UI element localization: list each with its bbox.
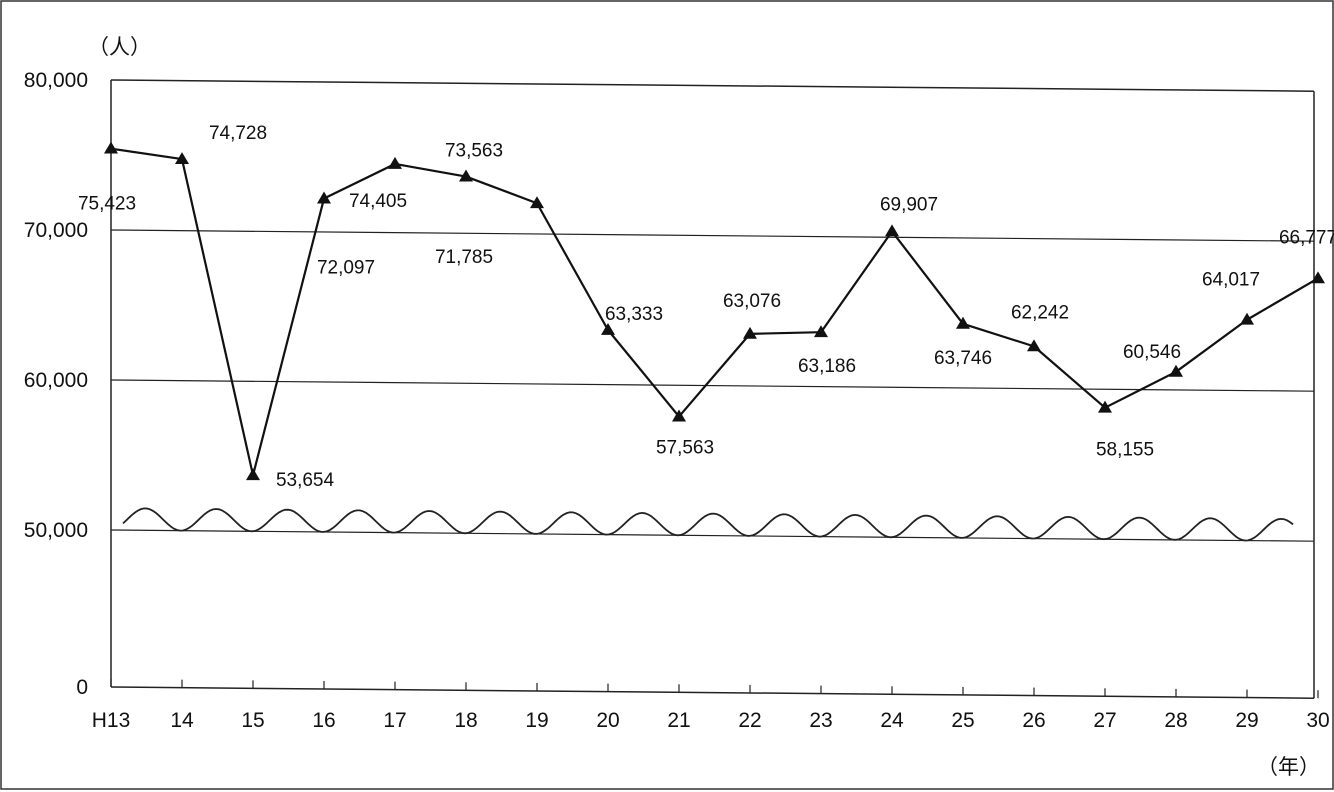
x-tick-27: 27 (1093, 709, 1116, 732)
x-tick-24: 24 (880, 709, 904, 732)
data-label-17: 74,405 (349, 191, 407, 212)
x-tick-26: 26 (1022, 709, 1045, 732)
x-tick-21: 21 (667, 709, 690, 732)
x-tick-30: 30 (1306, 709, 1329, 732)
plot-top-border (110, 79, 1315, 92)
x-tick-18: 18 (454, 709, 477, 732)
x-tick-20: 20 (596, 709, 619, 732)
data-label-H13: 75,423 (78, 194, 136, 215)
y-tick-80000: 80,000 (24, 69, 88, 92)
marker-23 (814, 325, 828, 338)
axis-break-wave (122, 507, 1294, 542)
x-tick-labels: H13 14 15 16 17 18 19 20 21 22 23 24 25 26 27 28 29 30 (92, 709, 1330, 732)
marker-H13 (104, 141, 118, 154)
data-label-28: 60,546 (1123, 342, 1181, 363)
data-label-27: 58,155 (1096, 440, 1154, 461)
data-label-21: 57,563 (656, 438, 714, 459)
marker-16 (317, 191, 331, 204)
marker-17 (388, 156, 402, 169)
data-label-24: 69,907 (880, 194, 938, 215)
data-label-19: 71,785 (435, 247, 493, 268)
axis-break-symbol (122, 507, 1294, 542)
y-tick-0: 0 (76, 676, 88, 699)
y-tick-50000: 50,000 (24, 519, 88, 542)
marker-20 (601, 323, 615, 335)
marker-19 (530, 196, 544, 209)
marker-22 (743, 326, 757, 339)
x-tick-17: 17 (383, 709, 406, 732)
x-tick-22: 22 (738, 709, 761, 732)
marker-15 (246, 468, 260, 481)
data-label-14: 74,728 (209, 123, 267, 144)
data-label-15: 53,654 (276, 470, 335, 491)
gridlines (110, 229, 1315, 542)
data-label-20: 63,333 (605, 304, 663, 325)
marker-18 (459, 169, 473, 182)
gridline-50000 (110, 529, 1315, 542)
x-tick-H13: H13 (92, 709, 131, 732)
data-label-23: 63,186 (798, 356, 856, 377)
data-label-30: 66,777 (1279, 227, 1334, 248)
y-tick-labels: 0 50,000 60,000 70,000 80,000 (24, 69, 88, 699)
x-tick-15: 15 (241, 709, 264, 732)
marker-21 (672, 409, 686, 422)
gridline-60000 (110, 379, 1315, 392)
y-unit-label: （人） (88, 35, 151, 59)
data-label-29: 64,017 (1202, 270, 1260, 291)
x-axis (110, 686, 1315, 699)
marker-24 (885, 224, 899, 237)
y-tick-70000: 70,000 (24, 219, 88, 242)
x-unit-label: （年） (1257, 755, 1320, 779)
series-line (110, 147, 1319, 477)
x-tick-14: 14 (170, 709, 194, 732)
marker-28 (1169, 364, 1183, 377)
data-labels: 75,423 74,728 53,654 72,097 74,405 73,563 71,7… (78, 123, 1334, 491)
x-tick-28: 28 (1164, 709, 1187, 732)
x-tick-16: 16 (312, 709, 335, 732)
marker-30 (1311, 271, 1325, 284)
gridline-70000 (110, 229, 1315, 242)
marker-27 (1098, 400, 1112, 413)
data-label-18: 73,563 (445, 141, 503, 162)
series-polyline (110, 147, 1319, 477)
x-tick-23: 23 (809, 709, 832, 732)
axes (110, 79, 1319, 699)
marker-25 (956, 316, 970, 329)
data-label-25: 63,746 (934, 348, 992, 369)
marker-14 (175, 152, 189, 164)
x-tick-25: 25 (951, 709, 974, 732)
x-tick-19: 19 (525, 709, 548, 732)
data-label-22: 63,076 (723, 291, 781, 312)
data-label-16: 72,097 (317, 258, 375, 279)
marker-26 (1027, 339, 1041, 352)
y-tick-60000: 60,000 (24, 369, 88, 392)
x-tick-29: 29 (1235, 709, 1258, 732)
data-label-26: 62,242 (1011, 302, 1069, 323)
data-markers (104, 141, 1325, 481)
marker-29 (1240, 312, 1254, 325)
